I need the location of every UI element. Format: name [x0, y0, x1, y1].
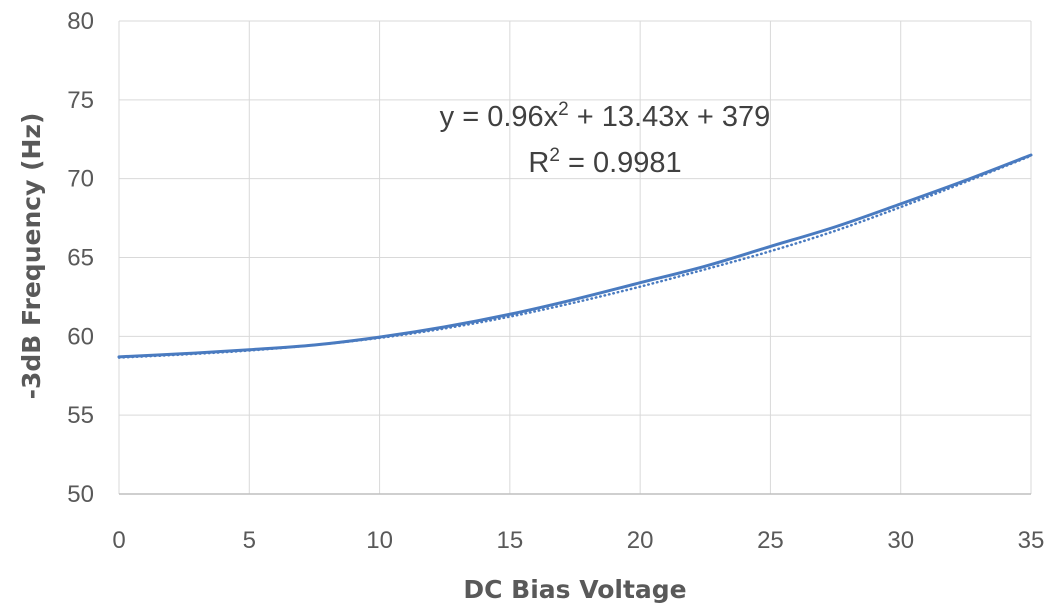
tick-labels: 0 5 10 15 20 25 30 35 50 55 60 65 70 75 80 — [67, 8, 1044, 554]
r-squared-label: R2 = 0.9981 — [528, 145, 681, 179]
x-tick-label: 20 — [627, 527, 654, 554]
y-tick-label: 70 — [67, 166, 94, 193]
x-tick-label: 5 — [243, 527, 256, 554]
x-tick-label: 15 — [497, 527, 524, 554]
r2-superscript: 2 — [549, 145, 560, 166]
equation-rest: + 13.43x + 379 — [569, 101, 771, 133]
y-tick-label: 50 — [67, 481, 94, 508]
y-tick-label: 65 — [67, 245, 94, 272]
y-tick-label: 75 — [67, 87, 94, 114]
y-tick-label: 80 — [67, 8, 94, 35]
y-tick-label: 55 — [67, 402, 94, 429]
x-tick-label: 35 — [1018, 527, 1045, 554]
y-tick-label: 60 — [67, 323, 94, 350]
x-axis-title: DC Bias Voltage — [463, 575, 686, 604]
x-tick-label: 25 — [757, 527, 784, 554]
equation-superscript: 2 — [558, 99, 569, 120]
trendline-annotation: y = 0.96x2 + 13.43x + 379 R2 = 0.9981 — [440, 99, 771, 179]
measured-series — [117, 153, 1033, 359]
equation-main: y = 0.96x — [440, 101, 559, 133]
r2-main: R — [528, 147, 549, 179]
trendline-series — [117, 154, 1033, 359]
r2-rest: = 0.9981 — [560, 147, 682, 179]
grid — [118, 20, 1032, 495]
x-tick-label: 10 — [366, 527, 393, 554]
series-lines — [117, 153, 1033, 359]
x-tick-label: 30 — [887, 527, 914, 554]
trendline-equation: y = 0.96x2 + 13.43x + 379 — [440, 99, 771, 133]
x-tick-label: 0 — [112, 527, 125, 554]
y-axis-title: -3dB Frequency (Hz) — [17, 113, 46, 400]
